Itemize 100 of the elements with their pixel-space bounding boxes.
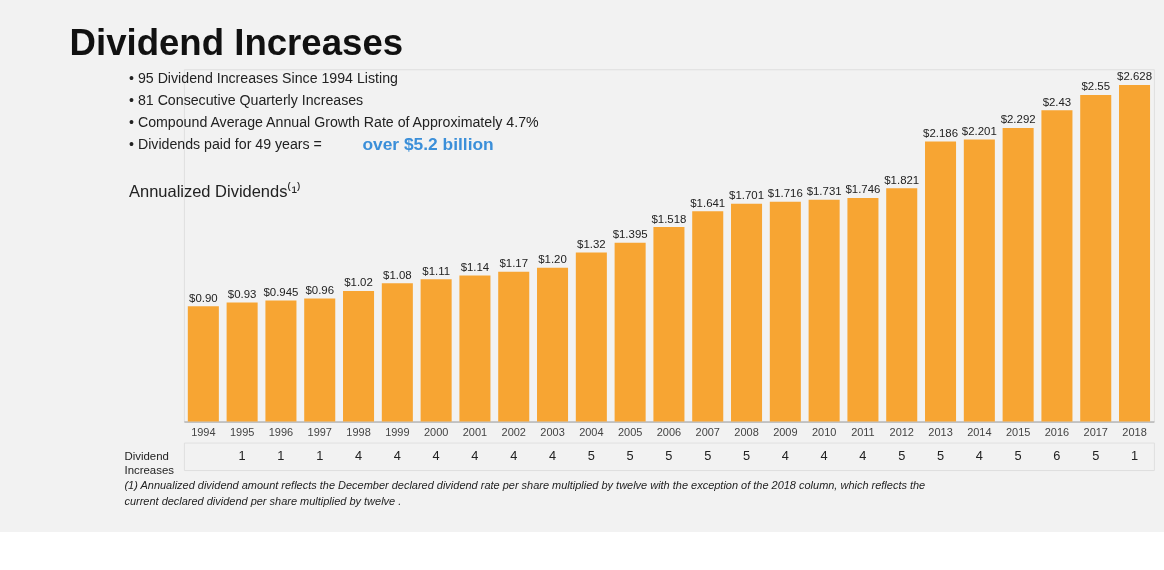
x-tick-label: 1997 [307, 425, 332, 438]
data-label: $2.628 [1117, 70, 1152, 83]
x-tick-label: 2001 [462, 425, 488, 438]
data-label: 4 [975, 448, 983, 463]
x-tick-label: 2000 [423, 425, 449, 438]
data-label: $0.90 [189, 291, 218, 304]
chart-title: Dividend Increases [69, 21, 404, 63]
bar [886, 188, 918, 422]
data-label: 4 [354, 448, 363, 463]
data-label: 4 [432, 448, 440, 463]
data-label: $0.945 [263, 285, 299, 298]
bar [226, 302, 258, 422]
data-label: $1.11 [422, 264, 450, 277]
data-label: 5 [587, 448, 595, 463]
annotation: • Compound Average Annual Growth Rate of Approximately 4.7% [129, 113, 540, 130]
text: Annualized Dividends⁽¹⁾ [129, 182, 301, 201]
x-tick-label: 1995 [229, 425, 255, 438]
data-label: $2.55 [1081, 80, 1111, 93]
data-label: $2.186 [923, 126, 958, 139]
data-label: $1.20 [538, 253, 567, 266]
data-label: 4 [393, 448, 401, 463]
data-label: 5 [1092, 448, 1100, 463]
bar [731, 203, 763, 422]
data-label: $2.292 [1000, 113, 1036, 126]
bar [808, 199, 840, 422]
x-tick-label: 2015 [1005, 425, 1031, 438]
annotation: • 81 Consecutive Quarterly Increases [129, 91, 364, 108]
data-label: $2.43 [1042, 95, 1072, 108]
x-tick-label: 2011 [851, 425, 875, 438]
bar [769, 201, 801, 422]
data-label: 4 [820, 448, 828, 463]
data-label: 5 [1014, 448, 1022, 463]
bar [653, 227, 685, 422]
bar [381, 283, 413, 422]
data-label: 5 [626, 448, 634, 463]
x-tick-label: 1998 [346, 425, 371, 438]
data-label: 4 [781, 448, 789, 463]
data-label: $1.641 [690, 196, 726, 209]
x-tick-label: 2017 [1083, 425, 1108, 438]
x-tick-label: 2014 [967, 425, 992, 438]
x-tick-label: 1996 [268, 425, 294, 438]
x-tick-label: 2004 [579, 425, 604, 438]
x-tick-label: 2002 [501, 425, 526, 438]
x-tick-label: 1999 [385, 425, 410, 438]
bar [847, 197, 879, 422]
text: Dividend Increases [124, 450, 175, 476]
data-label: 4 [859, 448, 867, 463]
data-label: $1.701 [729, 189, 764, 202]
x-tick-label: 2005 [617, 425, 643, 438]
data-label: $0.93 [227, 287, 257, 300]
data-label: $1.746 [845, 183, 881, 196]
bar [1041, 110, 1073, 422]
annotation: over $5.2 billion [362, 133, 494, 154]
bar [459, 275, 491, 422]
data-label: $1.02 [344, 276, 373, 289]
x-tick-label: 2009 [773, 425, 798, 438]
data-label: 4 [471, 448, 479, 463]
x-tick-label: 2007 [695, 425, 720, 438]
bar [692, 211, 724, 422]
data-label: 4 [548, 448, 557, 463]
bar [537, 267, 569, 422]
bar [1119, 84, 1151, 422]
data-label: 1 [277, 448, 285, 463]
x-tick-label: 2018 [1122, 425, 1147, 438]
bar [575, 252, 607, 422]
data-label: 6 [1053, 448, 1061, 463]
data-label: 5 [898, 448, 906, 463]
data-label: 4 [510, 448, 518, 463]
bar [187, 306, 219, 422]
data-label: $1.32 [577, 237, 606, 250]
bar [304, 298, 336, 422]
x-tick-label: 2010 [811, 425, 837, 438]
text: (1) Annualized dividend amount reflects the December declared dividend rate per share multiplied by twelve with the exception of the 2018 column, which reflects the current declared dividend per share multiplied by twelve . [124, 479, 926, 507]
data-label: $1.821 [884, 173, 920, 186]
bar [925, 141, 957, 422]
data-label: 5 [704, 448, 712, 463]
data-label: 1 [238, 448, 246, 463]
annotation: • Dividends paid for 49 years = [129, 135, 322, 152]
data-label: $1.395 [612, 228, 648, 241]
data-label: $1.518 [651, 212, 687, 225]
bar [265, 300, 297, 422]
bar [498, 271, 530, 422]
data-label: $1.731 [806, 185, 842, 198]
bar [963, 139, 995, 422]
data-label: 5 [665, 448, 673, 463]
bar [420, 279, 452, 422]
data-label: $0.96 [305, 284, 335, 296]
x-tick-label: 2003 [540, 425, 565, 438]
x-tick-label: 2016 [1044, 425, 1070, 438]
x-tick-label: 2006 [656, 425, 682, 438]
x-tick-label: 2013 [928, 425, 953, 438]
data-label: $1.08 [383, 268, 412, 281]
bar [343, 290, 375, 422]
data-label: 1 [1130, 448, 1139, 463]
bar [614, 242, 646, 422]
data-label: $1.14 [460, 260, 490, 273]
data-label: $1.17 [499, 257, 529, 270]
data-label: $1.716 [767, 187, 803, 200]
data-label: 5 [742, 448, 751, 463]
data-label: 1 [316, 448, 324, 463]
